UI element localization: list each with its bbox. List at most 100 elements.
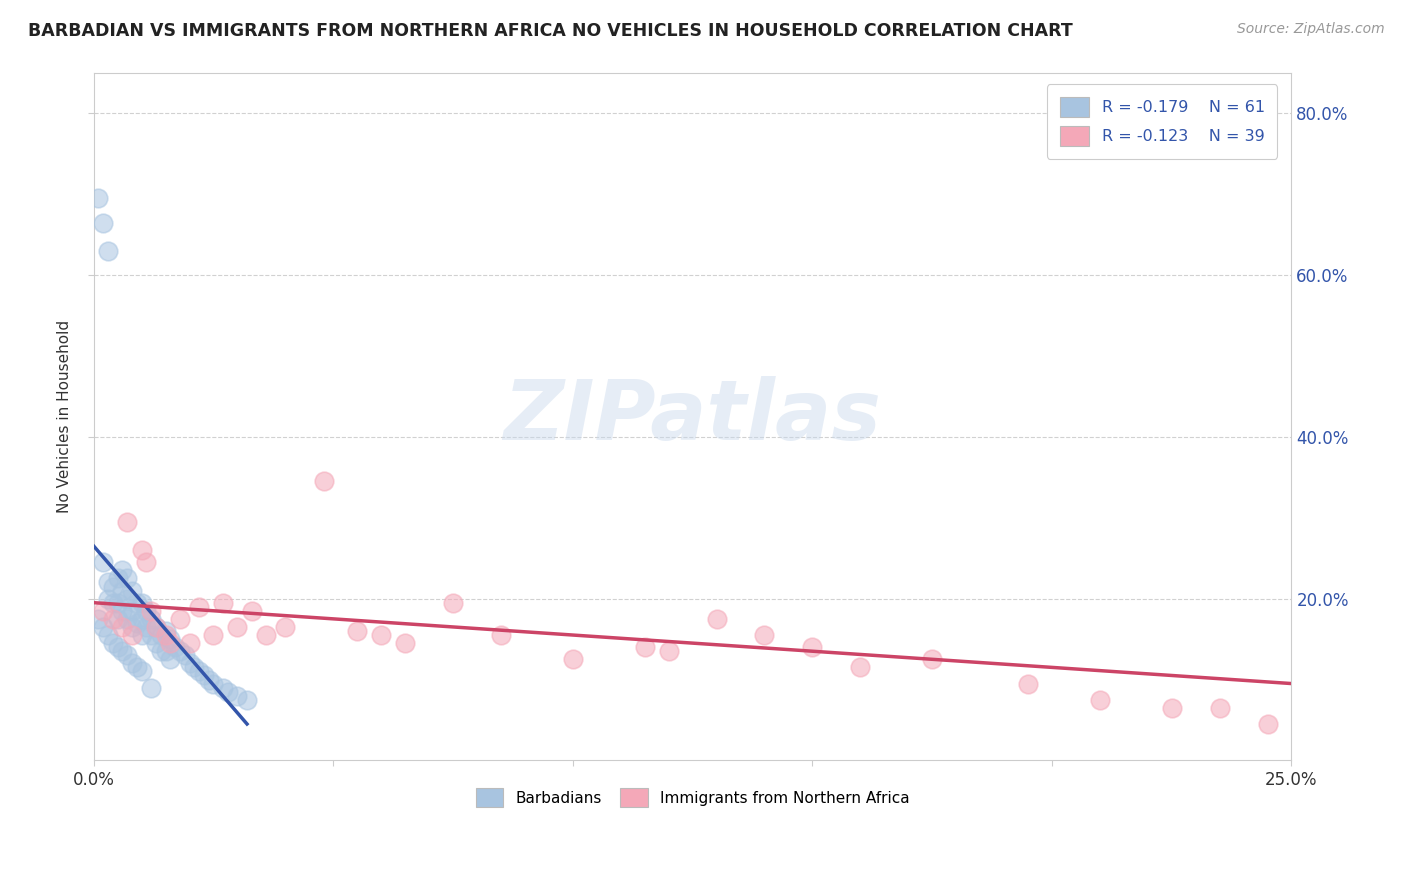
Point (97, 591, 120, 606)
Point (97, 628, 120, 642)
Point (141, 681, 163, 695)
Point (561, 652, 583, 666)
Point (921, 652, 943, 666)
Point (226, 620, 249, 634)
Point (125, 615, 148, 630)
Point (346, 624, 368, 638)
Point (165, 640, 187, 655)
Point (111, 583, 134, 598)
Point (117, 571, 139, 585)
Point (101, 612, 124, 626)
Point (101, 596, 124, 610)
Point (312, 475, 335, 489)
Legend: Barbadians, Immigrants from Northern Africa: Barbadians, Immigrants from Northern Afr… (468, 780, 917, 814)
Point (121, 604, 143, 618)
Text: ZIPatlas: ZIPatlas (503, 376, 882, 458)
Point (212, 681, 235, 695)
Point (188, 599, 211, 614)
Y-axis label: No Vehicles in Household: No Vehicles in Household (58, 320, 72, 513)
Point (188, 665, 211, 679)
Point (107, 612, 129, 626)
Point (155, 628, 177, 642)
Point (155, 644, 177, 658)
Point (202, 628, 225, 642)
Point (101, 636, 124, 650)
Point (145, 620, 167, 634)
Point (226, 689, 249, 703)
Point (159, 652, 181, 666)
Point (135, 604, 157, 618)
Point (634, 640, 657, 655)
Point (145, 636, 167, 650)
Point (111, 620, 134, 634)
Point (179, 636, 201, 650)
Point (149, 628, 172, 642)
Point (141, 604, 163, 618)
Point (254, 628, 277, 642)
Point (159, 636, 181, 650)
Point (159, 632, 181, 646)
Point (97, 244, 120, 258)
Point (217, 684, 239, 698)
Point (236, 692, 259, 706)
Point (149, 644, 172, 658)
Point (107, 571, 129, 585)
Point (131, 612, 153, 626)
Point (1256, 717, 1278, 731)
Point (274, 620, 297, 634)
Point (141, 612, 163, 626)
Point (121, 657, 143, 671)
Point (117, 612, 139, 626)
Point (111, 644, 134, 658)
Point (141, 628, 163, 642)
Point (125, 660, 148, 674)
Point (849, 660, 872, 674)
Point (441, 596, 464, 610)
Point (111, 604, 134, 618)
Point (394, 636, 416, 650)
Point (489, 628, 512, 642)
Point (1208, 701, 1230, 715)
Point (121, 620, 143, 634)
Point (169, 644, 191, 658)
Point (107, 640, 129, 655)
Point (131, 665, 153, 679)
Point (131, 543, 153, 558)
Point (101, 580, 124, 594)
Text: BARBADIAN VS IMMIGRANTS FROM NORTHERN AFRICA NO VEHICLES IN HOUSEHOLD CORRELATIO: BARBADIAN VS IMMIGRANTS FROM NORTHERN AF… (28, 22, 1073, 40)
Point (111, 563, 134, 577)
Point (121, 583, 143, 598)
Point (97, 575, 120, 590)
Point (135, 620, 157, 634)
Point (169, 612, 191, 626)
Point (1017, 676, 1039, 690)
Point (135, 555, 157, 569)
Point (117, 591, 139, 606)
Point (370, 628, 392, 642)
Point (658, 644, 681, 658)
Point (202, 676, 225, 690)
Point (183, 660, 205, 674)
Point (91, 216, 114, 230)
Point (87, 612, 110, 626)
Point (1160, 701, 1182, 715)
Point (173, 648, 195, 663)
Point (179, 657, 201, 671)
Point (145, 620, 167, 634)
Point (212, 596, 235, 610)
Point (197, 673, 219, 687)
Point (706, 612, 728, 626)
Text: Source: ZipAtlas.com: Source: ZipAtlas.com (1237, 22, 1385, 37)
Point (155, 624, 177, 638)
Point (121, 628, 143, 642)
Point (240, 604, 263, 618)
Point (107, 596, 129, 610)
Point (117, 515, 139, 529)
Point (754, 628, 776, 642)
Point (91, 604, 114, 618)
Point (131, 596, 153, 610)
Point (801, 640, 824, 655)
Point (125, 596, 148, 610)
Point (91, 555, 114, 569)
Point (193, 668, 215, 682)
